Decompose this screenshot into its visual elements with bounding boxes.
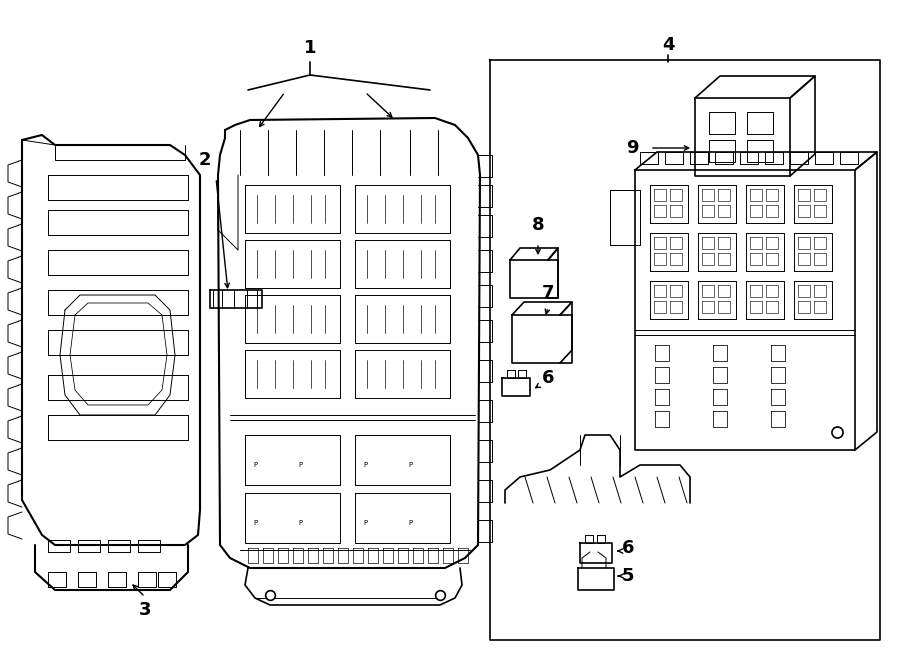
Text: 6: 6: [542, 369, 554, 387]
Text: P: P: [363, 462, 367, 468]
Text: P: P: [298, 520, 302, 526]
Text: P: P: [253, 462, 257, 468]
Text: 6: 6: [622, 539, 634, 557]
Text: 7: 7: [542, 284, 554, 302]
Text: 5: 5: [622, 567, 634, 585]
Text: P: P: [408, 462, 412, 468]
Text: 3: 3: [139, 601, 151, 619]
Text: 2: 2: [199, 151, 212, 169]
Text: P: P: [253, 520, 257, 526]
Text: 8: 8: [532, 216, 544, 234]
Text: P: P: [363, 520, 367, 526]
Text: 1: 1: [304, 39, 316, 57]
Text: 9: 9: [626, 139, 638, 157]
Text: 4: 4: [662, 36, 674, 54]
Text: P: P: [408, 520, 412, 526]
Text: P: P: [298, 462, 302, 468]
